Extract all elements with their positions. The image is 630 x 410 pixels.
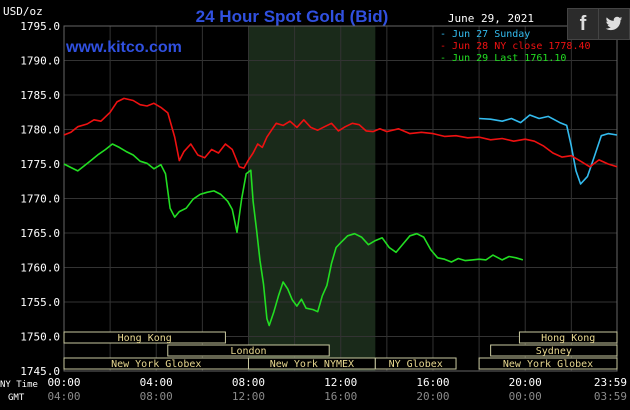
facebook-icon: f (579, 12, 587, 35)
session-box (374, 357, 457, 370)
series-line-0 (479, 114, 618, 185)
legend-label-jun27: Jun 27 Sunday (452, 29, 530, 40)
session-label: New York Globex (503, 359, 593, 370)
x-tick-gmt: 08:00 (140, 390, 173, 403)
x-tick-gmt: 00:00 (509, 390, 542, 403)
session-label: New York NYMEX (270, 359, 354, 370)
x-tick-ny: 08:00 (232, 376, 265, 389)
series-line-2 (63, 143, 524, 327)
svg-text:- Jun 28 NY close 1778.40: - Jun 28 NY close 1778.40 (440, 41, 591, 52)
session-bar: New York Globex (478, 357, 618, 370)
ny-time-label: NY Time (0, 380, 38, 390)
session-bar: London (167, 344, 330, 357)
chart-gridlines (63, 25, 618, 372)
session-bar: NY Globex (374, 357, 457, 370)
y-axis-unit: USD/oz (3, 5, 43, 18)
twitter-share-button[interactable] (598, 8, 630, 40)
session-bar: Sydney (490, 344, 618, 357)
session-label: London (230, 346, 266, 357)
svg-text:- Jun 29 Last 1761.10: - Jun 29 Last 1761.10 (440, 53, 566, 64)
chart-series (63, 97, 618, 327)
x-tick-ny: 12:00 (324, 376, 357, 389)
gmt-label: GMT (8, 393, 25, 403)
y-tick-label: 1760.0 (20, 262, 60, 275)
y-tick-label: 1790.0 (20, 55, 60, 68)
session-bar: Hong Kong (518, 331, 618, 344)
legend-marker-jun29: - (440, 53, 452, 64)
session-bar: New York NYMEX (247, 357, 376, 370)
x-tick-ny: 00:00 (47, 376, 80, 389)
session-label: Hong Kong (118, 333, 172, 344)
x-tick-gmt: 16:00 (324, 390, 357, 403)
x-tick-gmt: 20:00 (416, 390, 449, 403)
x-tick-ny: 23:59 (594, 376, 627, 389)
y-tick-label: 1775.0 (20, 158, 60, 171)
series-line-1 (63, 97, 618, 169)
x-tick-ny: 20:00 (509, 376, 542, 389)
legend-marker-jun27: - (440, 29, 452, 40)
y-tick-label: 1780.0 (20, 124, 60, 137)
x-tick-gmt: 03:59 (594, 390, 627, 403)
y-tick-label: 1765.0 (20, 227, 60, 240)
x-axis-ticks: 00:0004:0004:0008:0008:0012:0012:0016:00… (47, 376, 627, 403)
legend: - Jun 27 Sunday - Jun 28 NY close 1778.4… (440, 29, 591, 64)
plot-frame (63, 25, 618, 372)
session-label: NY Globex (389, 359, 443, 370)
y-tick-label: 1785.0 (20, 89, 60, 102)
chart-date: June 29, 2021 (448, 12, 534, 25)
site-watermark[interactable]: www.kitco.com (65, 39, 182, 56)
y-tick-label: 1745.0 (20, 365, 60, 378)
trading-session-bars: Hong Kong London New York Globex New York N… (63, 331, 618, 370)
session-box (167, 344, 330, 357)
session-box (63, 331, 226, 344)
legend-label-jun28: Jun 28 NY close 1778.40 (452, 41, 590, 52)
session-bar: Hong Kong (63, 331, 226, 344)
y-tick-label: 1795.0 (20, 20, 60, 33)
y-tick-label: 1755.0 (20, 296, 60, 309)
session-box (518, 331, 618, 344)
facebook-share-button[interactable]: f (567, 8, 599, 40)
legend-marker-jun28: - (440, 41, 452, 52)
session-label: Sydney (536, 346, 572, 357)
chart-title: 24 Hour Spot Gold (Bid) (196, 7, 389, 26)
session-label: New York Globex (111, 359, 201, 370)
x-tick-gmt: 12:00 (232, 390, 265, 403)
session-box (478, 357, 618, 370)
y-tick-label: 1750.0 (20, 331, 60, 344)
x-tick-ny: 04:00 (140, 376, 173, 389)
x-tick-gmt: 04:00 (47, 390, 80, 403)
y-tick-label: 1770.0 (20, 193, 60, 206)
twitter-icon (605, 16, 623, 31)
svg-text:- Jun 27 Sunday: - Jun 27 Sunday (440, 29, 530, 40)
x-tick-ny: 16:00 (416, 376, 449, 389)
session-box (490, 344, 618, 357)
legend-label-jun29: Jun 29 Last 1761.10 (452, 53, 566, 64)
session-label: Hong Kong (541, 333, 595, 344)
session-bar: New York Globex (63, 357, 249, 370)
y-axis-ticks: 1795.0 1790.0 1785.0 1780.0 1775.0 1770.0 1765… (20, 20, 60, 378)
